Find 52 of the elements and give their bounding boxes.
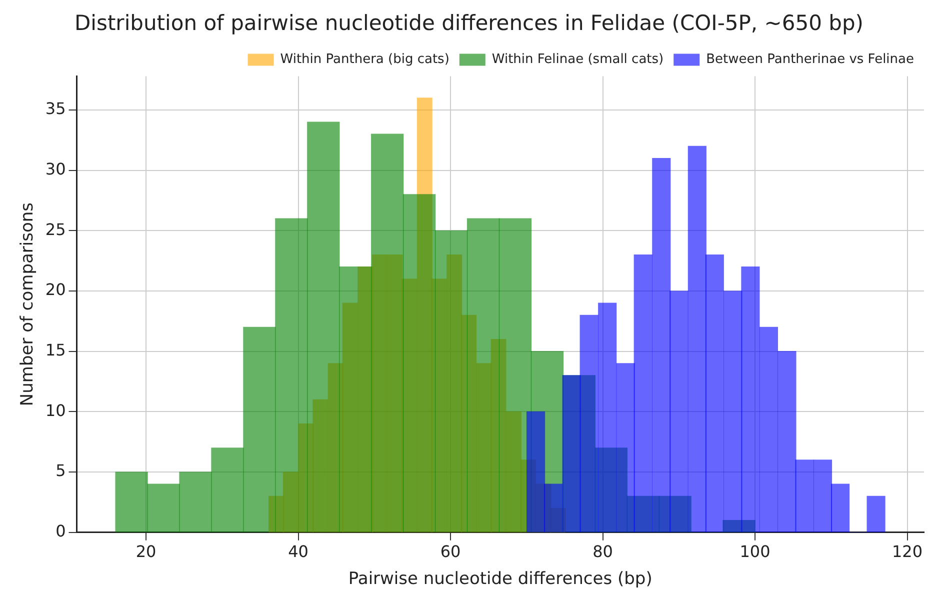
bar [211, 448, 244, 532]
bar [830, 484, 850, 532]
y-tick-label: 10 [45, 400, 66, 420]
bar [544, 484, 563, 532]
bar [741, 266, 760, 532]
chart-title: Distribution of pairwise nucleotide differences in Felidae (COI-5P, ~650 bp) [74, 11, 864, 36]
x-tick-label: 40 [288, 542, 308, 562]
x-axis-title: Pairwise nucleotide differences (bp) [348, 569, 652, 590]
bar [402, 194, 436, 532]
x-tick-label: 80 [592, 542, 613, 562]
bar [498, 218, 532, 532]
bar [778, 351, 796, 532]
bar [434, 230, 468, 532]
bar [339, 266, 372, 532]
bar [759, 326, 778, 532]
x-tick-label: 20 [136, 542, 156, 562]
bar [526, 411, 546, 532]
y-tick-label: 15 [45, 340, 66, 360]
bar [670, 290, 688, 532]
y-axis-title: Number of comparisons [18, 202, 38, 406]
bar [243, 326, 276, 532]
bar [371, 134, 404, 532]
legend-label: Within Panthera (big cats) [280, 52, 450, 68]
x-tick-label: 60 [440, 542, 461, 562]
y-tick-label: 5 [56, 461, 66, 480]
bar [634, 254, 652, 532]
bar [813, 460, 832, 532]
bar [652, 158, 671, 532]
y-tick-label: 25 [45, 220, 66, 239]
y-tick-label: 30 [45, 159, 66, 178]
y-tick-label: 0 [56, 522, 66, 541]
bar [688, 146, 706, 532]
bar [466, 218, 500, 532]
bar [147, 484, 180, 532]
bar [580, 314, 598, 532]
y-tick-label: 35 [45, 99, 66, 118]
bar [275, 218, 308, 532]
legend-label: Within Felinae (small cats) [492, 52, 664, 68]
bar [866, 496, 886, 532]
bar [616, 363, 635, 532]
bar [724, 290, 742, 532]
bar [705, 254, 724, 532]
y-tick-label: 20 [45, 280, 66, 300]
x-tick-label: 100 [740, 542, 770, 562]
x-tick-label: 120 [892, 542, 923, 562]
bar [115, 472, 148, 532]
legend-label: Between Pantherinae vs Felinae [706, 52, 914, 68]
bar [562, 375, 581, 532]
bar [307, 122, 340, 532]
bar [179, 472, 212, 532]
bar [795, 460, 814, 532]
bar [598, 302, 617, 532]
